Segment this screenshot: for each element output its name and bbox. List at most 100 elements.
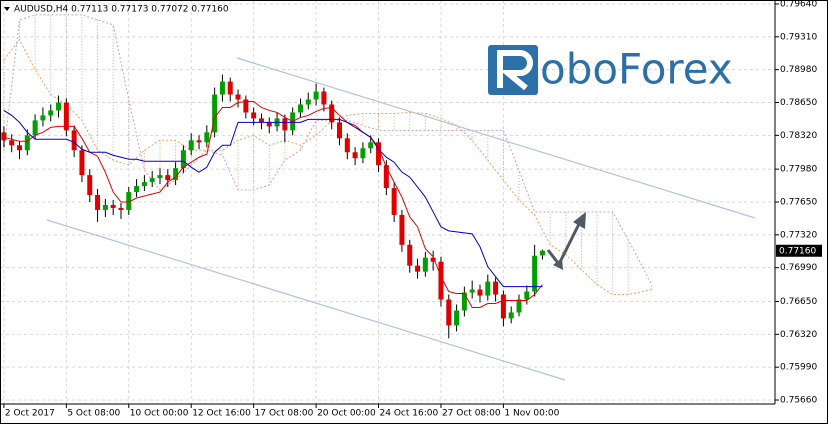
y-tick-label: 0.77650: [780, 198, 817, 208]
candle-body: [391, 188, 397, 215]
cloud-span: [3, 14, 653, 285]
candle-body: [134, 186, 140, 193]
candle-body: [399, 214, 405, 245]
candle-body: [17, 145, 23, 151]
candle-body: [407, 244, 413, 266]
x-tick-label: 27 Oct 08:00: [442, 409, 501, 419]
candle-body: [376, 142, 382, 166]
candle-body: [438, 261, 444, 300]
candle-body: [321, 91, 327, 105]
candle-body: [313, 91, 319, 100]
candle-body: [102, 204, 108, 210]
candle-body: [461, 292, 467, 311]
candle-body: [454, 310, 460, 326]
candle-body: [235, 94, 241, 100]
x-tick-label: 2 Oct 2017: [5, 409, 55, 419]
candle-body: [56, 102, 62, 111]
candle-body: [368, 142, 374, 149]
candle-body: [344, 138, 350, 153]
candle-body: [469, 289, 475, 293]
candle-body: [524, 291, 530, 300]
candle-body: [258, 118, 264, 123]
channel-line: [236, 57, 756, 219]
candle-body: [227, 81, 233, 95]
candle-body: [48, 110, 54, 116]
x-tick-label: 10 Oct 00:00: [130, 409, 189, 419]
menu-arrow: [4, 7, 10, 11]
candle-body: [188, 140, 194, 151]
candle-body: [282, 118, 288, 131]
candle-body: [196, 140, 202, 143]
candle-body: [24, 135, 30, 151]
candle-body: [352, 152, 358, 159]
candle-body: [485, 281, 491, 296]
forecast-arrows: [546, 212, 586, 270]
logo: oboForex: [488, 45, 733, 95]
arrow: [546, 249, 560, 264]
candle-body: [243, 99, 249, 113]
candle-body: [383, 165, 389, 189]
candle-body: [266, 122, 272, 127]
candle-body: [157, 175, 163, 179]
candle-body: [508, 312, 514, 319]
indicator-line: [3, 110, 543, 288]
y-tick-label: 0.76650: [780, 297, 817, 307]
channel-line: [46, 219, 566, 381]
candle-body: [180, 150, 186, 169]
candle-body: [360, 148, 366, 159]
arrow: [558, 221, 582, 263]
x-tick-label: 1 Nov 00:00: [504, 409, 559, 419]
x-tick-label: 5 Oct 08:00: [67, 409, 120, 419]
y-tick-label: 0.78320: [780, 131, 817, 141]
candle-body: [219, 81, 225, 95]
candle-body: [415, 265, 421, 272]
candle-body: [204, 132, 210, 143]
logo-r: [497, 50, 533, 91]
candle-body: [126, 192, 132, 210]
candle-body: [95, 195, 101, 210]
candle-body: [71, 130, 77, 151]
y-tick-label: 0.78980: [780, 65, 817, 75]
candle-body: [173, 168, 179, 181]
candle-body: [251, 112, 257, 119]
y-tick-label: 0.75990: [780, 363, 817, 373]
candle-body: [305, 99, 311, 105]
y-tick-label: 0.77980: [780, 165, 817, 175]
y-tick-label: 0.79640: [780, 0, 817, 9]
candle-body: [477, 289, 483, 296]
candle-body: [118, 207, 124, 210]
candle-body: [297, 104, 303, 113]
candle-body: [87, 175, 93, 196]
chart-title: AUDUSD,H4 0.77113 0.77173 0.77072 0.7716…: [14, 5, 229, 15]
candle-body: [500, 294, 506, 319]
candle-body: [110, 204, 116, 208]
x-tick-label: 24 Oct 16:00: [380, 409, 439, 419]
candle-body: [63, 102, 69, 131]
watermark: oboForex: [540, 45, 733, 94]
candle-body: [9, 140, 15, 146]
price-tag: [776, 244, 822, 257]
candle-body: [516, 299, 522, 313]
y-tick-label: 0.76990: [780, 263, 817, 273]
candle-body: [337, 122, 343, 139]
y-tick-label: 0.78650: [780, 98, 817, 108]
candle-body: [422, 257, 428, 272]
candle-body: [149, 178, 155, 183]
indicator-line: [3, 100, 543, 308]
y-tick-label: 0.79310: [780, 32, 817, 42]
candle-body: [32, 120, 38, 136]
candle-body: [141, 182, 147, 187]
y-tick-label: 0.75660: [780, 396, 817, 406]
candle-body: [79, 150, 85, 176]
x-tick-label: 12 Oct 16:00: [192, 409, 251, 419]
x-tick-label: 17 Oct 08:00: [255, 409, 314, 419]
candle-body: [329, 104, 335, 123]
candle-body: [430, 257, 436, 262]
candle-body: [493, 281, 499, 295]
x-tick-label: 20 Oct 00:00: [317, 409, 376, 419]
candle-body: [165, 175, 171, 181]
candle-body: [1, 132, 7, 141]
y-tick-label: 0.76320: [780, 330, 817, 340]
